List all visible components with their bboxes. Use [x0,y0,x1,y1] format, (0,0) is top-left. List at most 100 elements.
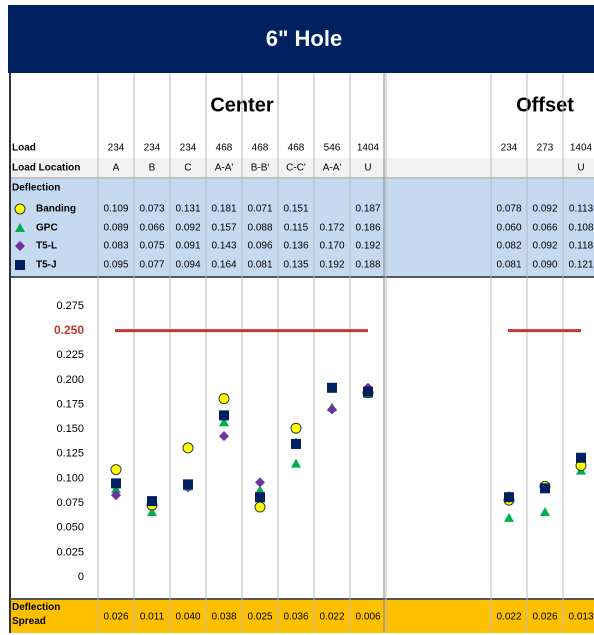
value: 0.192 [355,241,380,252]
deflection-block [10,179,594,276]
value: 0.143 [211,241,236,252]
legend-label: T5-J [36,260,57,271]
load: 468 [252,143,269,154]
value: 0.081 [496,260,521,271]
location: U [577,163,584,174]
load: 468 [288,143,305,154]
point [254,501,266,513]
value: 0.136 [283,241,308,252]
value: 0.181 [211,204,236,215]
load: 234 [180,143,197,154]
value: 0.078 [496,204,521,215]
value: 0.135 [283,260,308,271]
value: 0.060 [496,223,521,234]
value: 0.118 [569,241,594,252]
location: A [113,163,120,174]
value: 0.131 [175,204,200,215]
point [290,422,302,434]
point [291,438,301,449]
load: 1404 [357,143,380,154]
legend-label: Banding [36,204,76,215]
legend-marker [15,223,25,232]
spread: 0.038 [211,612,236,623]
spread-row [10,600,594,633]
y-tick-label: 0.150 [56,423,84,435]
value: 0.115 [284,223,309,234]
point [147,496,157,507]
value: 0.081 [247,260,272,271]
value: 0.092 [532,241,557,252]
value: 0.073 [139,204,164,215]
point [540,506,550,516]
value: 0.083 [103,241,128,252]
point [219,417,229,427]
load: 234 [501,143,518,154]
load: 234 [144,143,161,154]
location: C [184,163,191,174]
value: 0.066 [532,223,557,234]
point [327,382,337,393]
point [219,410,229,421]
point [255,485,265,495]
value: 0.188 [355,260,380,271]
value: 0.172 [319,223,344,234]
value: 0.091 [175,241,200,252]
y-tick-label: 0.050 [56,522,84,534]
point [504,492,514,503]
legend-marker [15,241,25,251]
point [540,483,550,494]
y-tick-label: 0 [78,571,84,583]
group-title: Offset [516,94,574,116]
legend-label: T5-L [36,241,57,252]
value: 0.089 [103,223,128,234]
value: 0.090 [532,260,557,271]
location-row [10,158,594,178]
point [255,492,265,503]
value: 0.157 [211,223,236,234]
point [111,490,121,501]
row-label: Deflection Spread [12,602,61,627]
value: 0.071 [247,204,272,215]
legend-label: GPC [36,223,58,234]
y-tick-label: 0.075 [56,497,84,509]
y-tick-label: 0.200 [56,374,84,386]
sheet-title: 6" Hole [266,26,342,51]
value: 0.164 [211,260,236,271]
value: 0.170 [319,241,344,252]
value: 0.075 [139,241,164,252]
point [363,386,373,397]
spread: 0.025 [247,612,272,623]
value: 0.121 [568,260,593,271]
point [111,484,121,494]
point [255,477,265,488]
load: 468 [216,143,233,154]
location: A-A' [323,163,342,174]
value: 0.092 [532,204,557,215]
spread: 0.006 [355,612,380,623]
point [327,404,337,415]
y-tick-label: 0.100 [56,472,84,484]
row-label: Load [12,143,36,154]
point [219,431,229,442]
y-tick-label: 0.125 [56,448,84,460]
value: 0.077 [139,260,164,271]
value: 0.109 [103,204,128,215]
point [110,464,122,476]
value: 0.113 [569,204,594,215]
point [291,458,301,468]
title-bar [8,5,594,73]
value: 0.094 [175,260,200,271]
location: A-A' [215,163,234,174]
spread: 0.011 [140,612,165,623]
load: 273 [537,143,554,154]
value: 0.108 [568,223,593,234]
value: 0.192 [319,260,344,271]
y-tick-label: 0.275 [56,300,84,312]
load: 1404 [570,143,593,154]
point [183,479,193,490]
y-tick-label: 0.250 [54,323,84,337]
spread: 0.036 [283,612,308,623]
location: U [364,163,371,174]
value: 0.187 [355,204,380,215]
